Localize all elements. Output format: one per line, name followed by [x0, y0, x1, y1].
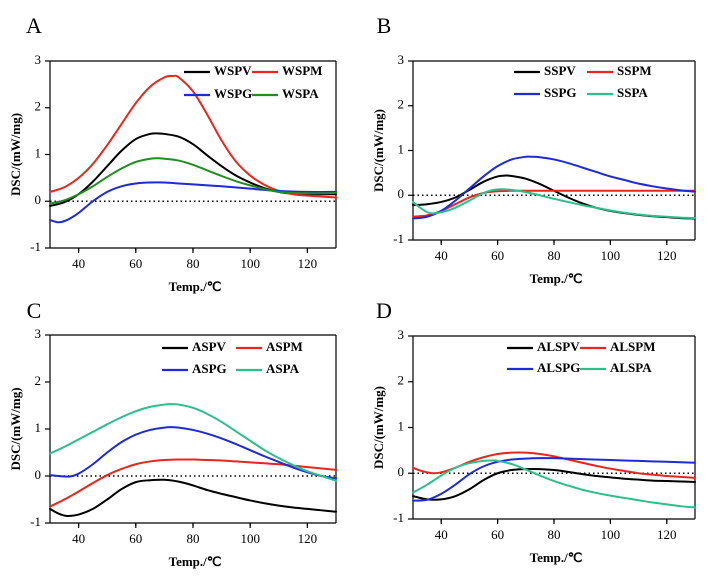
- legend-label-wspa: WSPA: [282, 86, 319, 101]
- x-tick-label: 100: [240, 256, 260, 271]
- y-tick-label: 2: [35, 99, 42, 114]
- y-tick-label: 0: [35, 192, 42, 207]
- chart-panel-a: A -1 0 1 2 3 40 60 80 100 120 Temp./℃ DSC/(mW/mg) WSP…: [8, 13, 337, 294]
- chart-panel-d: D -1 0 1 2 3 40 60 80 100 120 Temp./℃ DSC/(mW/mg) ALS…: [371, 298, 696, 565]
- y-tick-label: 0: [398, 186, 405, 201]
- x-axis-title: Temp./℃: [169, 554, 222, 569]
- y-tick-label: 1: [398, 418, 405, 433]
- series-line-alspm: [412, 451, 696, 479]
- legend-label-sspa: SSPA: [617, 85, 648, 100]
- y-tick-label: 2: [35, 373, 42, 388]
- legend-label-alspm: ALSPM: [610, 339, 656, 354]
- y-tick-label: 3: [398, 52, 405, 67]
- legend-label-wspv: WSPV: [214, 63, 252, 78]
- x-tick-label: 80: [187, 531, 200, 546]
- x-tick-label: 60: [491, 527, 504, 542]
- y-axis-title: DSC/(mW/mg): [8, 387, 23, 470]
- legend-label-alspa: ALSPA: [610, 360, 652, 375]
- y-tick-label: 3: [35, 326, 42, 341]
- legend-label-sspm: SSPM: [617, 63, 652, 78]
- y-tick-label: -1: [30, 239, 41, 254]
- legend-label-wspg: WSPG: [214, 86, 252, 101]
- series-line-aspg: [49, 426, 337, 480]
- legend-label-aspg: ASPG: [192, 361, 227, 376]
- y-tick-label: 2: [398, 97, 405, 112]
- x-axis-title: Temp./℃: [530, 271, 583, 286]
- y-tick-label: 1: [35, 420, 42, 435]
- y-tick-label: 0: [398, 464, 405, 479]
- panel-letter: D: [376, 298, 392, 323]
- legend-label-alspv: ALSPV: [537, 339, 580, 354]
- x-axis-title: Temp./℃: [530, 550, 583, 565]
- panel-letter: B: [377, 13, 392, 38]
- series-line-sspv: [412, 174, 696, 220]
- x-tick-label: 100: [601, 248, 621, 263]
- y-tick-label: 1: [35, 145, 42, 160]
- legend-label-aspv: ASPV: [192, 339, 227, 354]
- legend-label-sspv: SSPV: [544, 63, 576, 78]
- x-tick-label: 40: [72, 531, 85, 546]
- series-line-wspg: [49, 181, 337, 224]
- x-tick-label: 60: [491, 248, 504, 263]
- panel-letter: C: [27, 298, 42, 323]
- x-tick-label: 120: [657, 248, 677, 263]
- y-tick-label: 3: [398, 327, 405, 342]
- series-line-alspa: [412, 459, 696, 509]
- chart-panel-c: C -1 0 1 2 3 40 60 80 100 120 Temp./℃ DSC/(mW/mg) ASP…: [8, 298, 337, 569]
- y-tick-label: 1: [398, 141, 405, 156]
- y-tick-label: 2: [398, 373, 405, 388]
- x-tick-label: 100: [601, 527, 621, 542]
- y-tick-label: 0: [35, 467, 42, 482]
- series-line-alspg: [412, 457, 696, 502]
- series-line-aspv: [49, 478, 337, 517]
- series-line-aspa: [49, 403, 337, 482]
- x-tick-label: 40: [72, 256, 85, 271]
- legend-label-aspm: ASPM: [266, 339, 303, 354]
- series-line-sspg: [412, 155, 696, 220]
- legend-label-aspa: ASPA: [266, 361, 300, 376]
- x-tick-label: 80: [548, 248, 561, 263]
- series-line-alspv: [412, 468, 696, 501]
- x-axis-title: Temp./℃: [169, 279, 222, 294]
- y-axis-title: DSC/(mW/mg): [371, 109, 386, 192]
- x-tick-label: 40: [435, 248, 448, 263]
- y-tick-label: -1: [30, 514, 41, 529]
- legend-label-wspm: WSPM: [282, 63, 322, 78]
- x-tick-label: 100: [240, 531, 260, 546]
- x-tick-label: 120: [298, 256, 318, 271]
- x-tick-label: 80: [187, 256, 200, 271]
- legend-label-sspg: SSPG: [544, 85, 577, 100]
- x-tick-label: 40: [435, 527, 448, 542]
- y-tick-label: -1: [393, 510, 404, 525]
- legend-label-alspg: ALSPG: [537, 360, 580, 375]
- x-tick-label: 80: [548, 527, 561, 542]
- chart-panel-b: B -1 0 1 2 3 40 60 80 100 120 Temp./℃ DSC/(mW/mg) SSP…: [371, 13, 696, 286]
- x-tick-label: 120: [657, 527, 677, 542]
- series-line-wspa: [49, 157, 337, 205]
- y-axis-title: DSC/(mW/mg): [371, 386, 386, 469]
- panel-letter: A: [26, 13, 42, 38]
- y-axis-title: DSC/(mW/mg): [8, 113, 23, 196]
- x-tick-label: 60: [129, 531, 142, 546]
- y-tick-label: 3: [35, 52, 42, 67]
- x-tick-label: 60: [129, 256, 142, 271]
- x-tick-label: 120: [298, 531, 318, 546]
- y-tick-label: -1: [393, 231, 404, 246]
- series-line-sspa: [412, 188, 696, 220]
